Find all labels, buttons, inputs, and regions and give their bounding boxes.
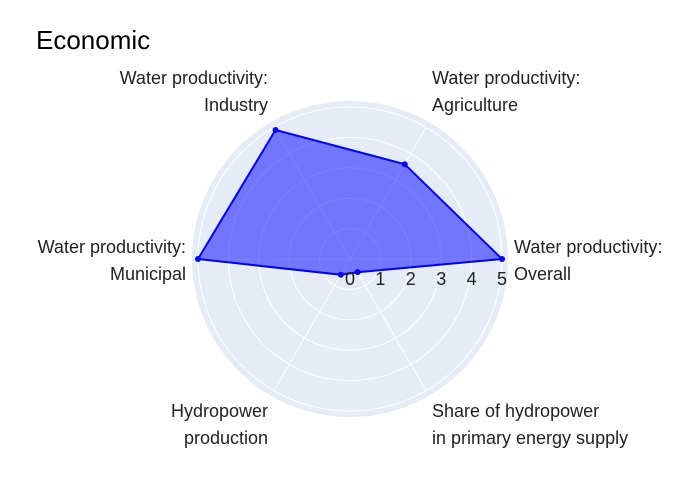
category-label-line: Water productivity: (38, 237, 186, 257)
category-label-line: Hydropower (171, 401, 268, 421)
radial-tick-label: 0 (345, 269, 355, 289)
radial-tick-label: 3 (436, 269, 446, 289)
category-label-line: Water productivity: (120, 68, 268, 88)
radial-tick-label: 5 (497, 269, 507, 289)
chart-title: Economic (36, 25, 150, 55)
category-label-line: Water productivity: (432, 68, 580, 88)
category-label: Share of hydropower in primary energy sup… (432, 401, 628, 448)
category-label: Water productivity: Municipal (38, 237, 186, 284)
data-point (195, 256, 201, 262)
data-point (401, 161, 408, 168)
category-label-line: Industry (204, 95, 268, 115)
data-point (272, 126, 279, 133)
category-label-line: production (184, 428, 268, 448)
category-label: Hydropower production (171, 401, 268, 448)
category-label-line: in primary energy supply (432, 428, 628, 448)
data-point (499, 256, 505, 262)
category-label-line: Overall (514, 264, 571, 284)
data-point (354, 269, 361, 276)
angular-gridline (273, 258, 351, 391)
angular-gridline (349, 258, 427, 391)
radial-tick-label: 2 (406, 269, 416, 289)
category-label: Water productivity: Overall (514, 237, 662, 284)
category-label-line: Water productivity: (514, 237, 662, 257)
category-label-line: Municipal (110, 264, 186, 284)
category-label: Water productivity: Agriculture (432, 68, 580, 115)
category-label-line: Agriculture (432, 95, 518, 115)
radial-tick-label: 1 (375, 269, 385, 289)
category-label: Water productivity: Industry (120, 68, 268, 115)
data-point (337, 271, 344, 278)
radial-tick-label: 4 (467, 269, 477, 289)
category-label-line: Share of hydropower (432, 401, 599, 421)
